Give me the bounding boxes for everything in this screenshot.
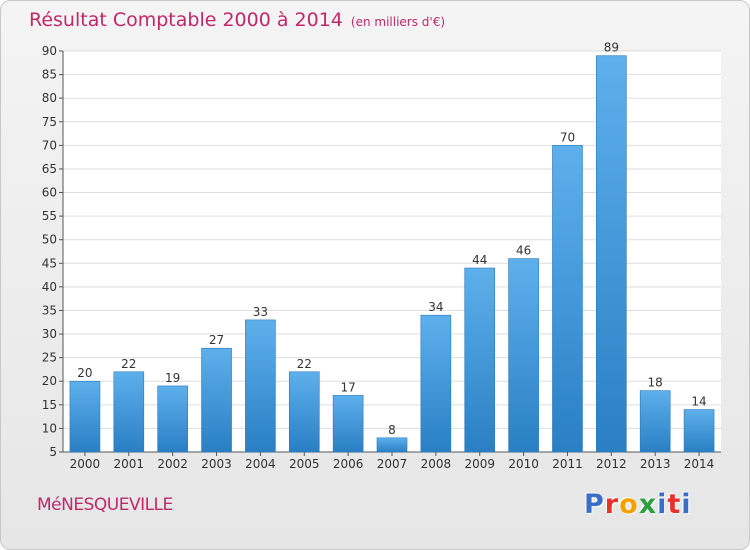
bar — [376, 437, 408, 453]
bar — [508, 258, 539, 453]
bar-value-label: 17 — [340, 380, 355, 394]
bar — [245, 319, 276, 453]
bar — [464, 267, 496, 453]
bar — [288, 371, 320, 453]
bar — [552, 145, 583, 453]
y-tick-label: 85 — [42, 68, 57, 82]
bar-value-label: 89 — [604, 41, 619, 55]
y-tick-label: 50 — [42, 233, 57, 247]
x-tick-label: 2000 — [70, 457, 101, 471]
bar — [201, 347, 232, 453]
x-tick-label: 2001 — [114, 457, 145, 471]
y-tick-label: 75 — [42, 115, 57, 129]
y-tick-label: 80 — [42, 91, 57, 105]
bar — [639, 390, 671, 453]
y-tick-label: 10 — [42, 421, 57, 435]
logo-letter: i — [657, 489, 668, 520]
x-tick-label: 2006 — [333, 457, 364, 471]
bar — [157, 385, 188, 453]
logo-letter: x — [638, 489, 658, 520]
x-tick-label: 2009 — [464, 457, 495, 471]
bar-value-label: 46 — [516, 244, 531, 258]
bar-value-label: 8 — [388, 423, 396, 437]
y-tick-label: 40 — [42, 280, 57, 294]
y-tick-label: 60 — [42, 186, 57, 200]
y-tick-label: 90 — [42, 44, 57, 58]
x-tick-label: 2011 — [552, 457, 583, 471]
y-tick-label: 25 — [42, 351, 57, 365]
chart-title: Résultat Comptable 2000 à 2014 (en millie… — [29, 9, 445, 31]
y-tick-label: 65 — [42, 162, 57, 176]
proxiti-logo[interactable]: Proxiti — [584, 489, 692, 520]
logo-letter: o — [619, 489, 639, 520]
bar — [420, 314, 452, 453]
y-tick-label: 35 — [42, 303, 57, 317]
bar — [69, 380, 101, 453]
bar-value-label: 70 — [560, 130, 575, 144]
bar — [113, 371, 145, 453]
bar-value-label: 33 — [253, 305, 268, 319]
bar-value-label: 27 — [209, 333, 224, 347]
x-tick-label: 2003 — [201, 457, 232, 471]
logo-letter: r — [604, 489, 620, 520]
y-tick-label: 30 — [42, 327, 57, 341]
x-tick-label: 2010 — [508, 457, 539, 471]
bar — [596, 55, 627, 453]
x-tick-label: 2004 — [245, 457, 276, 471]
x-tick-label: 2008 — [421, 457, 452, 471]
logo-letter: i — [681, 489, 692, 520]
title-text: Résultat Comptable 2000 à 2014 — [29, 9, 343, 31]
bar-value-label: 34 — [428, 300, 443, 314]
bar — [683, 409, 715, 453]
bar-value-label: 22 — [121, 357, 136, 371]
x-tick-label: 2005 — [289, 457, 320, 471]
logo-letter: P — [584, 489, 605, 520]
x-tick-label: 2012 — [596, 457, 627, 471]
bar-value-label: 44 — [472, 253, 487, 267]
x-tick-label: 2007 — [377, 457, 408, 471]
bar-value-label: 14 — [691, 395, 706, 409]
y-tick-label: 70 — [42, 138, 57, 152]
bar-value-label: 20 — [77, 366, 92, 380]
y-tick-label: 55 — [42, 209, 57, 223]
y-tick-label: 15 — [42, 398, 57, 412]
bar-value-label: 19 — [165, 371, 180, 385]
x-tick-label: 2013 — [640, 457, 671, 471]
y-tick-label: 45 — [42, 256, 57, 270]
x-tick-label: 2002 — [157, 457, 188, 471]
commune-name: MéNESQUEVILLE — [37, 495, 173, 515]
logo-letter: t — [667, 489, 682, 520]
bar-value-label: 22 — [297, 357, 312, 371]
bar-value-label: 18 — [648, 376, 663, 390]
y-tick-label: 5 — [49, 445, 57, 459]
x-tick-label: 2014 — [684, 457, 715, 471]
bar — [332, 395, 364, 453]
y-tick-label: 20 — [42, 374, 57, 388]
chart-subtitle: (en milliers d'€) — [350, 15, 446, 29]
